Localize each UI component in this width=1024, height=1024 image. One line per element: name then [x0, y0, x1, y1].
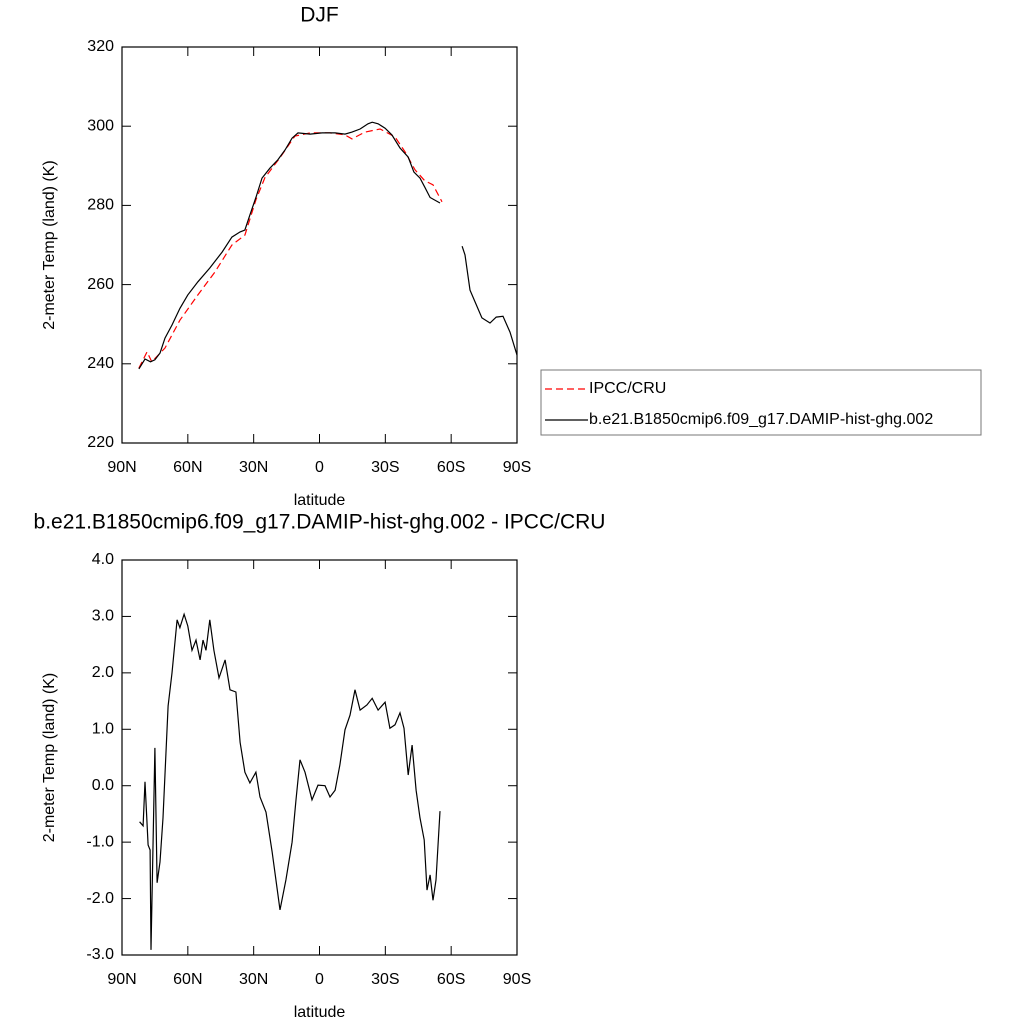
chart-title: DJF [300, 4, 339, 27]
y-tick-label: 300 [87, 117, 114, 134]
legend-box [540, 369, 982, 436]
y-tick-label: 0.0 [92, 777, 114, 794]
y-tick-label: 4.0 [92, 551, 114, 568]
y-tick-label: 280 [87, 197, 114, 214]
x-tick-label: 90N [107, 459, 136, 476]
x-tick-label: 30S [371, 971, 399, 988]
x-tick-label: 90S [503, 971, 531, 988]
y-tick-label: 2.0 [92, 664, 114, 681]
x-tick-label: 0 [315, 459, 324, 476]
plot-frame [121, 46, 518, 444]
data-line [138, 128, 443, 369]
x-tick-label: 30N [239, 459, 268, 476]
y-tick-label: 220 [87, 434, 114, 451]
x-tick-label: 0 [315, 971, 324, 988]
x-tick-label: 60N [173, 459, 202, 476]
y-axis-label: 2-meter Temp (land) (K) [41, 673, 58, 843]
x-tick-label: 60S [437, 459, 465, 476]
y-tick-label: 240 [87, 355, 114, 372]
x-tick-label: 30N [239, 971, 268, 988]
plot-frame [121, 559, 518, 956]
data-line [139, 612, 441, 950]
y-tick-label: -1.0 [86, 833, 114, 850]
x-tick-label: 30S [371, 459, 399, 476]
y-tick-label: 320 [87, 38, 114, 55]
x-tick-label: 60N [173, 971, 202, 988]
y-tick-label: 1.0 [92, 721, 114, 738]
legend-label: IPCC/CRU [589, 380, 666, 397]
y-tick-label: 260 [87, 276, 114, 293]
data-line [138, 121, 518, 370]
y-axis-label: 2-meter Temp (land) (K) [41, 160, 58, 330]
x-tick-label: 60S [437, 971, 465, 988]
x-tick-label: 90N [107, 971, 136, 988]
y-tick-label: -3.0 [86, 946, 114, 963]
x-tick-label: 90S [503, 459, 531, 476]
y-tick-label: -2.0 [86, 890, 114, 907]
y-tick-label: 3.0 [92, 608, 114, 625]
x-axis-label: latitude [294, 1004, 346, 1021]
legend-label: b.e21.B1850cmip6.f09_g17.DAMIP-hist-ghg.… [589, 411, 933, 428]
x-axis-label: latitude [294, 492, 346, 509]
chart-title: b.e21.B1850cmip6.f09_g17.DAMIP-hist-ghg.… [34, 511, 606, 534]
